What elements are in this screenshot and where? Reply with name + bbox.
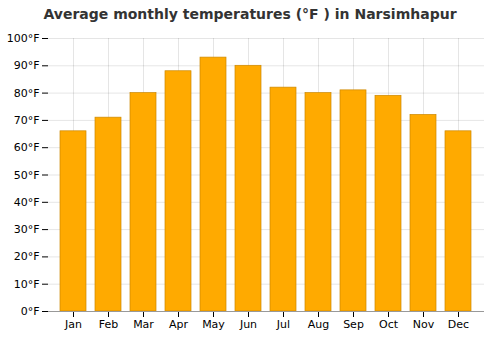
svg-text:Jul: Jul [276,318,290,331]
svg-text:70°F: 70°F [14,114,40,127]
svg-text:Oct: Oct [379,318,399,331]
svg-text:Jun: Jun [239,318,257,331]
svg-text:Aug: Aug [308,318,329,331]
svg-text:Sep: Sep [343,318,364,331]
svg-text:80°F: 80°F [14,87,40,100]
svg-text:May: May [202,318,225,331]
svg-text:60°F: 60°F [14,141,40,154]
html-text:Average monthly temperatures (: Average monthly temperatures (°F ) in Na… [43,6,457,22]
svg-text:50°F: 50°F [14,169,40,182]
svg-text:Apr: Apr [169,318,189,331]
svg-text:Mar: Mar [133,318,154,331]
svg-text:Nov: Nov [413,318,435,331]
svg-text:Feb: Feb [99,318,118,331]
svg-text:0°F: 0°F [21,305,40,318]
svg-text:30°F: 30°F [14,223,40,236]
svg-text:Dec: Dec [448,318,469,331]
svg-text:Jan: Jan [64,318,82,331]
svg-text:100°F: 100°F [7,32,40,45]
svg-text:90°F: 90°F [14,59,40,72]
svg-text:20°F: 20°F [14,250,40,263]
svg-text:10°F: 10°F [14,278,40,291]
svg-text:40°F: 40°F [14,196,40,209]
